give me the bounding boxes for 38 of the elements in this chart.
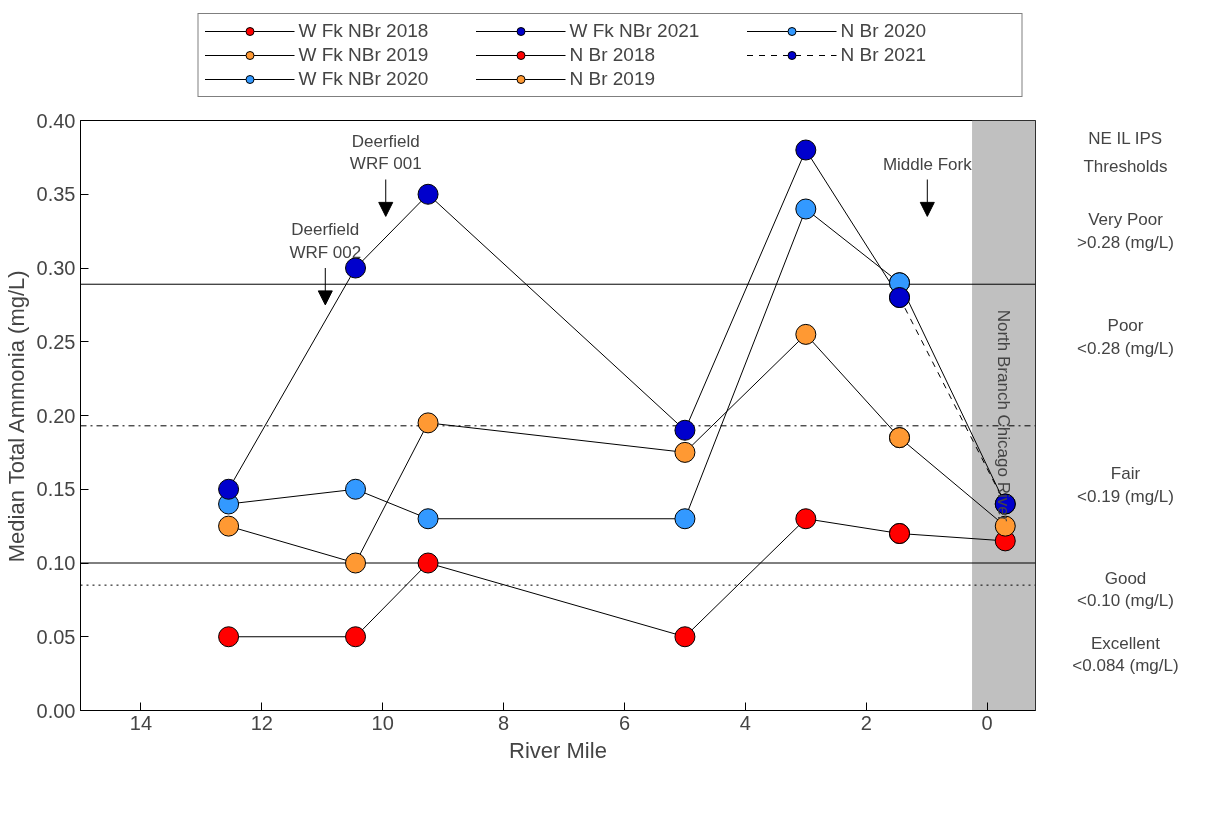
legend-label: W Fk NBr 2021 — [569, 20, 701, 42]
text: NE IL IPS — [1088, 128, 1163, 148]
legend-label: W Fk NBr 2019 — [298, 44, 430, 66]
x-tick-label: 8 — [498, 711, 510, 734]
y-tick-label: 0.05 — [36, 625, 76, 648]
legend-label: W Fk NBr 2018 — [298, 20, 430, 42]
text: Very Poor >0.28 (mg/L) — [1077, 210, 1174, 253]
annotation: Middle Fork — [882, 154, 973, 174]
y-tick-label: 0.40 — [36, 109, 76, 132]
y-axis-title: Median Total Ammonia (mg/L) — [3, 270, 29, 563]
y-tick-label: 0.00 — [36, 699, 76, 722]
x-tick-label: 6 — [618, 711, 631, 734]
text: Excellent <0.084 (mg/L) — [1072, 633, 1179, 676]
x-axis-title: River Mile — [509, 737, 607, 763]
annotation: Deerfield WRF 002 — [289, 220, 362, 262]
x-tick-label: 0 — [981, 711, 993, 734]
x-tick-label: 14 — [129, 711, 153, 734]
legend-label: N Br 2019 — [569, 68, 657, 90]
y-tick-label: 0.35 — [36, 183, 76, 206]
y-tick-label: 0.15 — [36, 478, 76, 501]
band-label: North Branch Chicago River — [994, 309, 1014, 522]
y-tick-label: 0.30 — [36, 257, 76, 279]
x-tick-label: 10 — [371, 711, 394, 734]
annotation: Deerfield WRF 001 — [349, 131, 422, 174]
y-tick-label: 0.10 — [36, 552, 76, 574]
legend-label: N Br 2021 — [840, 44, 928, 66]
legend-label: N Br 2020 — [840, 20, 928, 42]
text: Fair <0.19 (mg/L) — [1077, 463, 1174, 506]
legend-label: W Fk NBr 2020 — [298, 68, 430, 90]
x-tick-label: 12 — [250, 711, 273, 734]
x-tick-label: 2 — [860, 711, 872, 734]
text: Thresholds — [1083, 156, 1168, 176]
text: Good <0.10 (mg/L) — [1077, 568, 1174, 611]
text: Poor <0.28 (mg/L) — [1077, 316, 1174, 359]
legend-label: N Br 2018 — [569, 44, 657, 66]
y-tick-label: 0.20 — [36, 404, 76, 427]
x-tick-label: 4 — [739, 711, 751, 734]
y-tick-label: 0.25 — [36, 330, 76, 353]
